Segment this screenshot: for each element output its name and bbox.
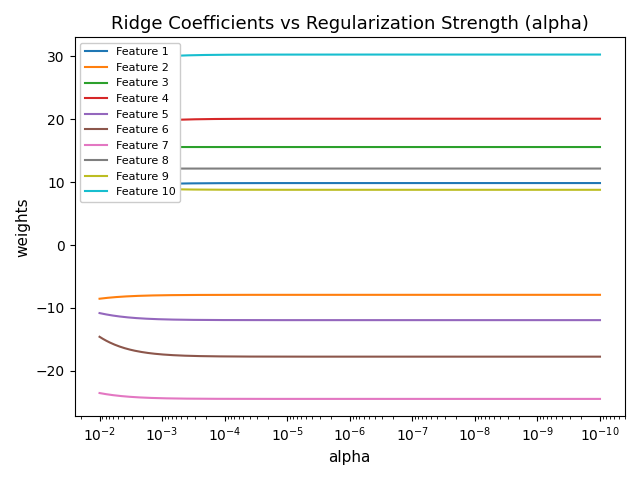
Feature 5	[392, 317, 399, 323]
Feature 10	[97, 69, 105, 74]
Feature 1	[402, 180, 410, 186]
Feature 3	[396, 144, 403, 150]
Feature 1	[97, 188, 105, 193]
Feature 9	[394, 187, 401, 192]
Feature 4	[402, 116, 410, 121]
Feature 9	[596, 187, 604, 192]
Feature 6	[518, 354, 525, 360]
Feature 8	[595, 166, 602, 171]
Line: Feature 5: Feature 5	[100, 313, 600, 320]
Feature 3	[551, 144, 559, 150]
Line: Feature 1: Feature 1	[100, 183, 600, 191]
Feature 8	[402, 166, 410, 171]
Line: Feature 6: Feature 6	[100, 337, 600, 357]
Feature 2	[518, 292, 525, 298]
Line: Feature 4: Feature 4	[100, 119, 600, 134]
Feature 1	[518, 180, 525, 186]
X-axis label: alpha: alpha	[328, 450, 371, 465]
Feature 5	[96, 310, 104, 316]
Feature 7	[549, 396, 557, 402]
Feature 1	[394, 180, 401, 186]
Feature 1	[549, 180, 557, 186]
Feature 5	[402, 317, 410, 323]
Feature 2	[596, 292, 604, 298]
Feature 6	[549, 354, 557, 360]
Feature 10	[549, 52, 557, 58]
Feature 7	[97, 390, 105, 396]
Y-axis label: weights: weights	[15, 197, 30, 256]
Feature 3	[519, 144, 527, 150]
Legend: Feature 1, Feature 2, Feature 3, Feature 4, Feature 5, Feature 6, Feature 7, Fea: Feature 1, Feature 2, Feature 3, Feature…	[80, 43, 180, 202]
Feature 9	[96, 180, 104, 186]
Feature 1	[596, 180, 604, 186]
Line: Feature 7: Feature 7	[100, 393, 600, 399]
Feature 1	[96, 188, 104, 193]
Feature 4	[549, 116, 557, 121]
Feature 9	[402, 187, 410, 192]
Feature 9	[549, 187, 557, 192]
Feature 6	[402, 354, 410, 360]
Feature 4	[596, 116, 604, 121]
Feature 2	[96, 296, 104, 301]
Feature 10	[518, 52, 525, 58]
Feature 4	[392, 116, 399, 121]
Feature 4	[394, 116, 401, 121]
Title: Ridge Coefficients vs Regularization Strength (alpha): Ridge Coefficients vs Regularization Str…	[111, 15, 589, 33]
Feature 2	[402, 292, 410, 298]
Feature 2	[392, 292, 399, 298]
Feature 10	[402, 52, 410, 58]
Feature 9	[97, 180, 105, 186]
Feature 3	[394, 144, 401, 150]
Feature 6	[394, 354, 401, 360]
Feature 8	[96, 166, 104, 172]
Feature 7	[402, 396, 410, 402]
Feature 3	[159, 144, 167, 150]
Feature 8	[549, 166, 557, 171]
Feature 4	[96, 132, 104, 137]
Line: Feature 2: Feature 2	[100, 295, 600, 299]
Feature 8	[394, 166, 401, 171]
Feature 7	[96, 390, 104, 396]
Feature 2	[97, 296, 105, 301]
Feature 2	[394, 292, 401, 298]
Feature 8	[518, 166, 525, 171]
Feature 3	[596, 144, 604, 150]
Feature 6	[97, 335, 105, 341]
Feature 6	[596, 354, 604, 360]
Feature 3	[97, 144, 105, 150]
Feature 10	[394, 52, 401, 58]
Feature 6	[96, 334, 104, 340]
Feature 3	[96, 144, 104, 150]
Feature 3	[404, 144, 412, 150]
Feature 7	[596, 396, 604, 402]
Feature 5	[549, 317, 557, 323]
Feature 8	[596, 166, 604, 171]
Feature 6	[392, 354, 399, 360]
Feature 2	[549, 292, 557, 298]
Feature 5	[97, 311, 105, 316]
Feature 7	[392, 396, 399, 402]
Line: Feature 10: Feature 10	[100, 55, 600, 72]
Feature 10	[96, 70, 104, 75]
Feature 10	[392, 52, 399, 58]
Feature 1	[392, 180, 399, 186]
Feature 8	[392, 166, 399, 171]
Feature 8	[97, 166, 105, 172]
Feature 5	[596, 317, 604, 323]
Feature 7	[394, 396, 401, 402]
Feature 5	[518, 317, 525, 323]
Feature 4	[97, 131, 105, 137]
Feature 9	[392, 187, 399, 192]
Feature 9	[518, 187, 525, 192]
Feature 4	[518, 116, 525, 121]
Feature 7	[518, 396, 525, 402]
Line: Feature 9: Feature 9	[100, 183, 600, 190]
Feature 10	[596, 52, 604, 58]
Feature 5	[394, 317, 401, 323]
